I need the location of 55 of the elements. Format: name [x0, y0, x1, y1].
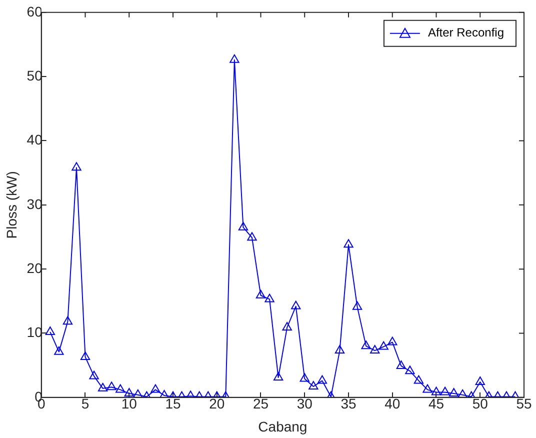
x-tick-label: 10 [121, 396, 138, 412]
x-tick-label: 30 [296, 396, 313, 412]
point [72, 162, 82, 171]
point [300, 373, 310, 382]
point [378, 341, 388, 350]
point [150, 384, 160, 393]
point [106, 382, 116, 390]
point [448, 388, 459, 397]
point [361, 340, 371, 350]
point [475, 376, 485, 385]
x-tick-label: 45 [428, 396, 444, 412]
point [405, 366, 415, 374]
point [396, 360, 406, 369]
point [291, 300, 301, 310]
point [230, 54, 240, 63]
x-tick-label: 40 [384, 396, 400, 412]
point [317, 375, 328, 384]
x-tick-label: 5 [81, 396, 90, 412]
x-tick-label: 20 [209, 396, 225, 412]
x-tick-label: 25 [252, 396, 269, 412]
point [186, 390, 196, 398]
x-tick-label: 50 [472, 396, 488, 412]
point [431, 386, 442, 396]
point [352, 301, 362, 310]
y-axis-title: Ploss (kW) [3, 171, 20, 239]
point [422, 384, 432, 393]
point [98, 382, 108, 392]
x-tick-label: 15 [165, 396, 181, 412]
point [308, 380, 318, 390]
x-tick-label: 35 [340, 396, 356, 412]
point [62, 316, 73, 325]
point [80, 351, 90, 360]
point [124, 388, 134, 397]
point [264, 294, 274, 302]
point [54, 346, 64, 355]
point [159, 390, 170, 398]
point [89, 370, 99, 380]
point [282, 322, 292, 330]
point [133, 389, 143, 398]
x-axis-title: Cabang [258, 418, 308, 434]
point [45, 326, 55, 335]
point [247, 232, 257, 241]
point [334, 345, 345, 354]
point [116, 384, 126, 393]
point [238, 222, 248, 230]
point [370, 345, 380, 354]
point [414, 375, 424, 384]
y-tick-label: 60 [26, 3, 43, 20]
legend-label: After Reconfig [428, 26, 504, 40]
x-tick-label: 55 [516, 396, 532, 412]
point [344, 239, 354, 248]
point [388, 336, 398, 346]
point [273, 372, 284, 381]
point [256, 290, 266, 298]
point [440, 386, 450, 396]
